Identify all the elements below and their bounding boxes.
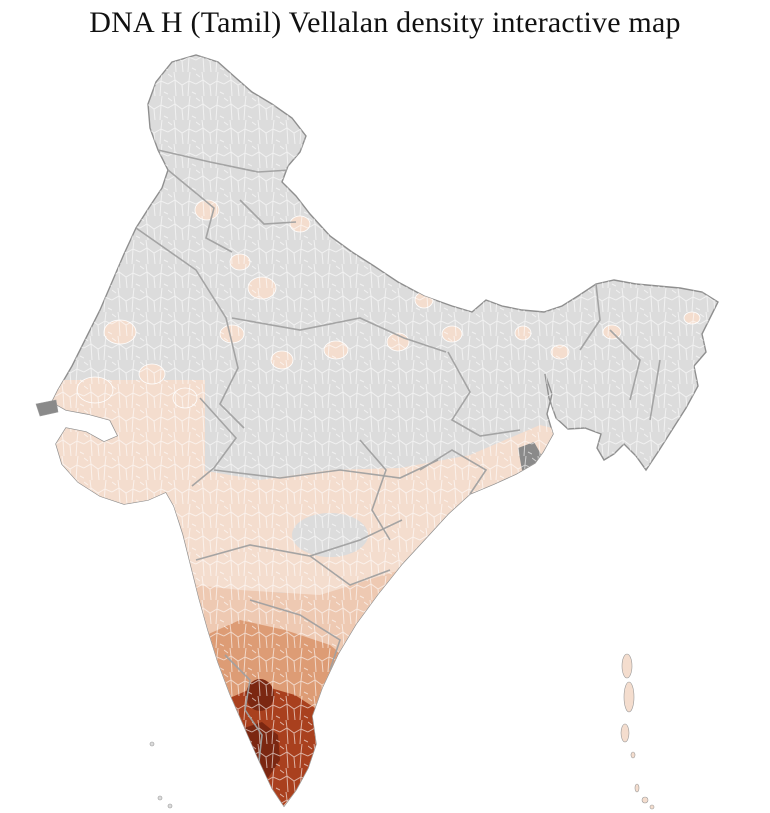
kutch-disputed-piece[interactable] bbox=[35, 399, 59, 417]
andaman-nicobar-islands[interactable] bbox=[620, 653, 655, 810]
page-title: DNA H (Tamil) Vellalan density interacti… bbox=[89, 6, 681, 39]
state-borders bbox=[135, 149, 661, 793]
lakshadweep-islands bbox=[149, 741, 173, 809]
